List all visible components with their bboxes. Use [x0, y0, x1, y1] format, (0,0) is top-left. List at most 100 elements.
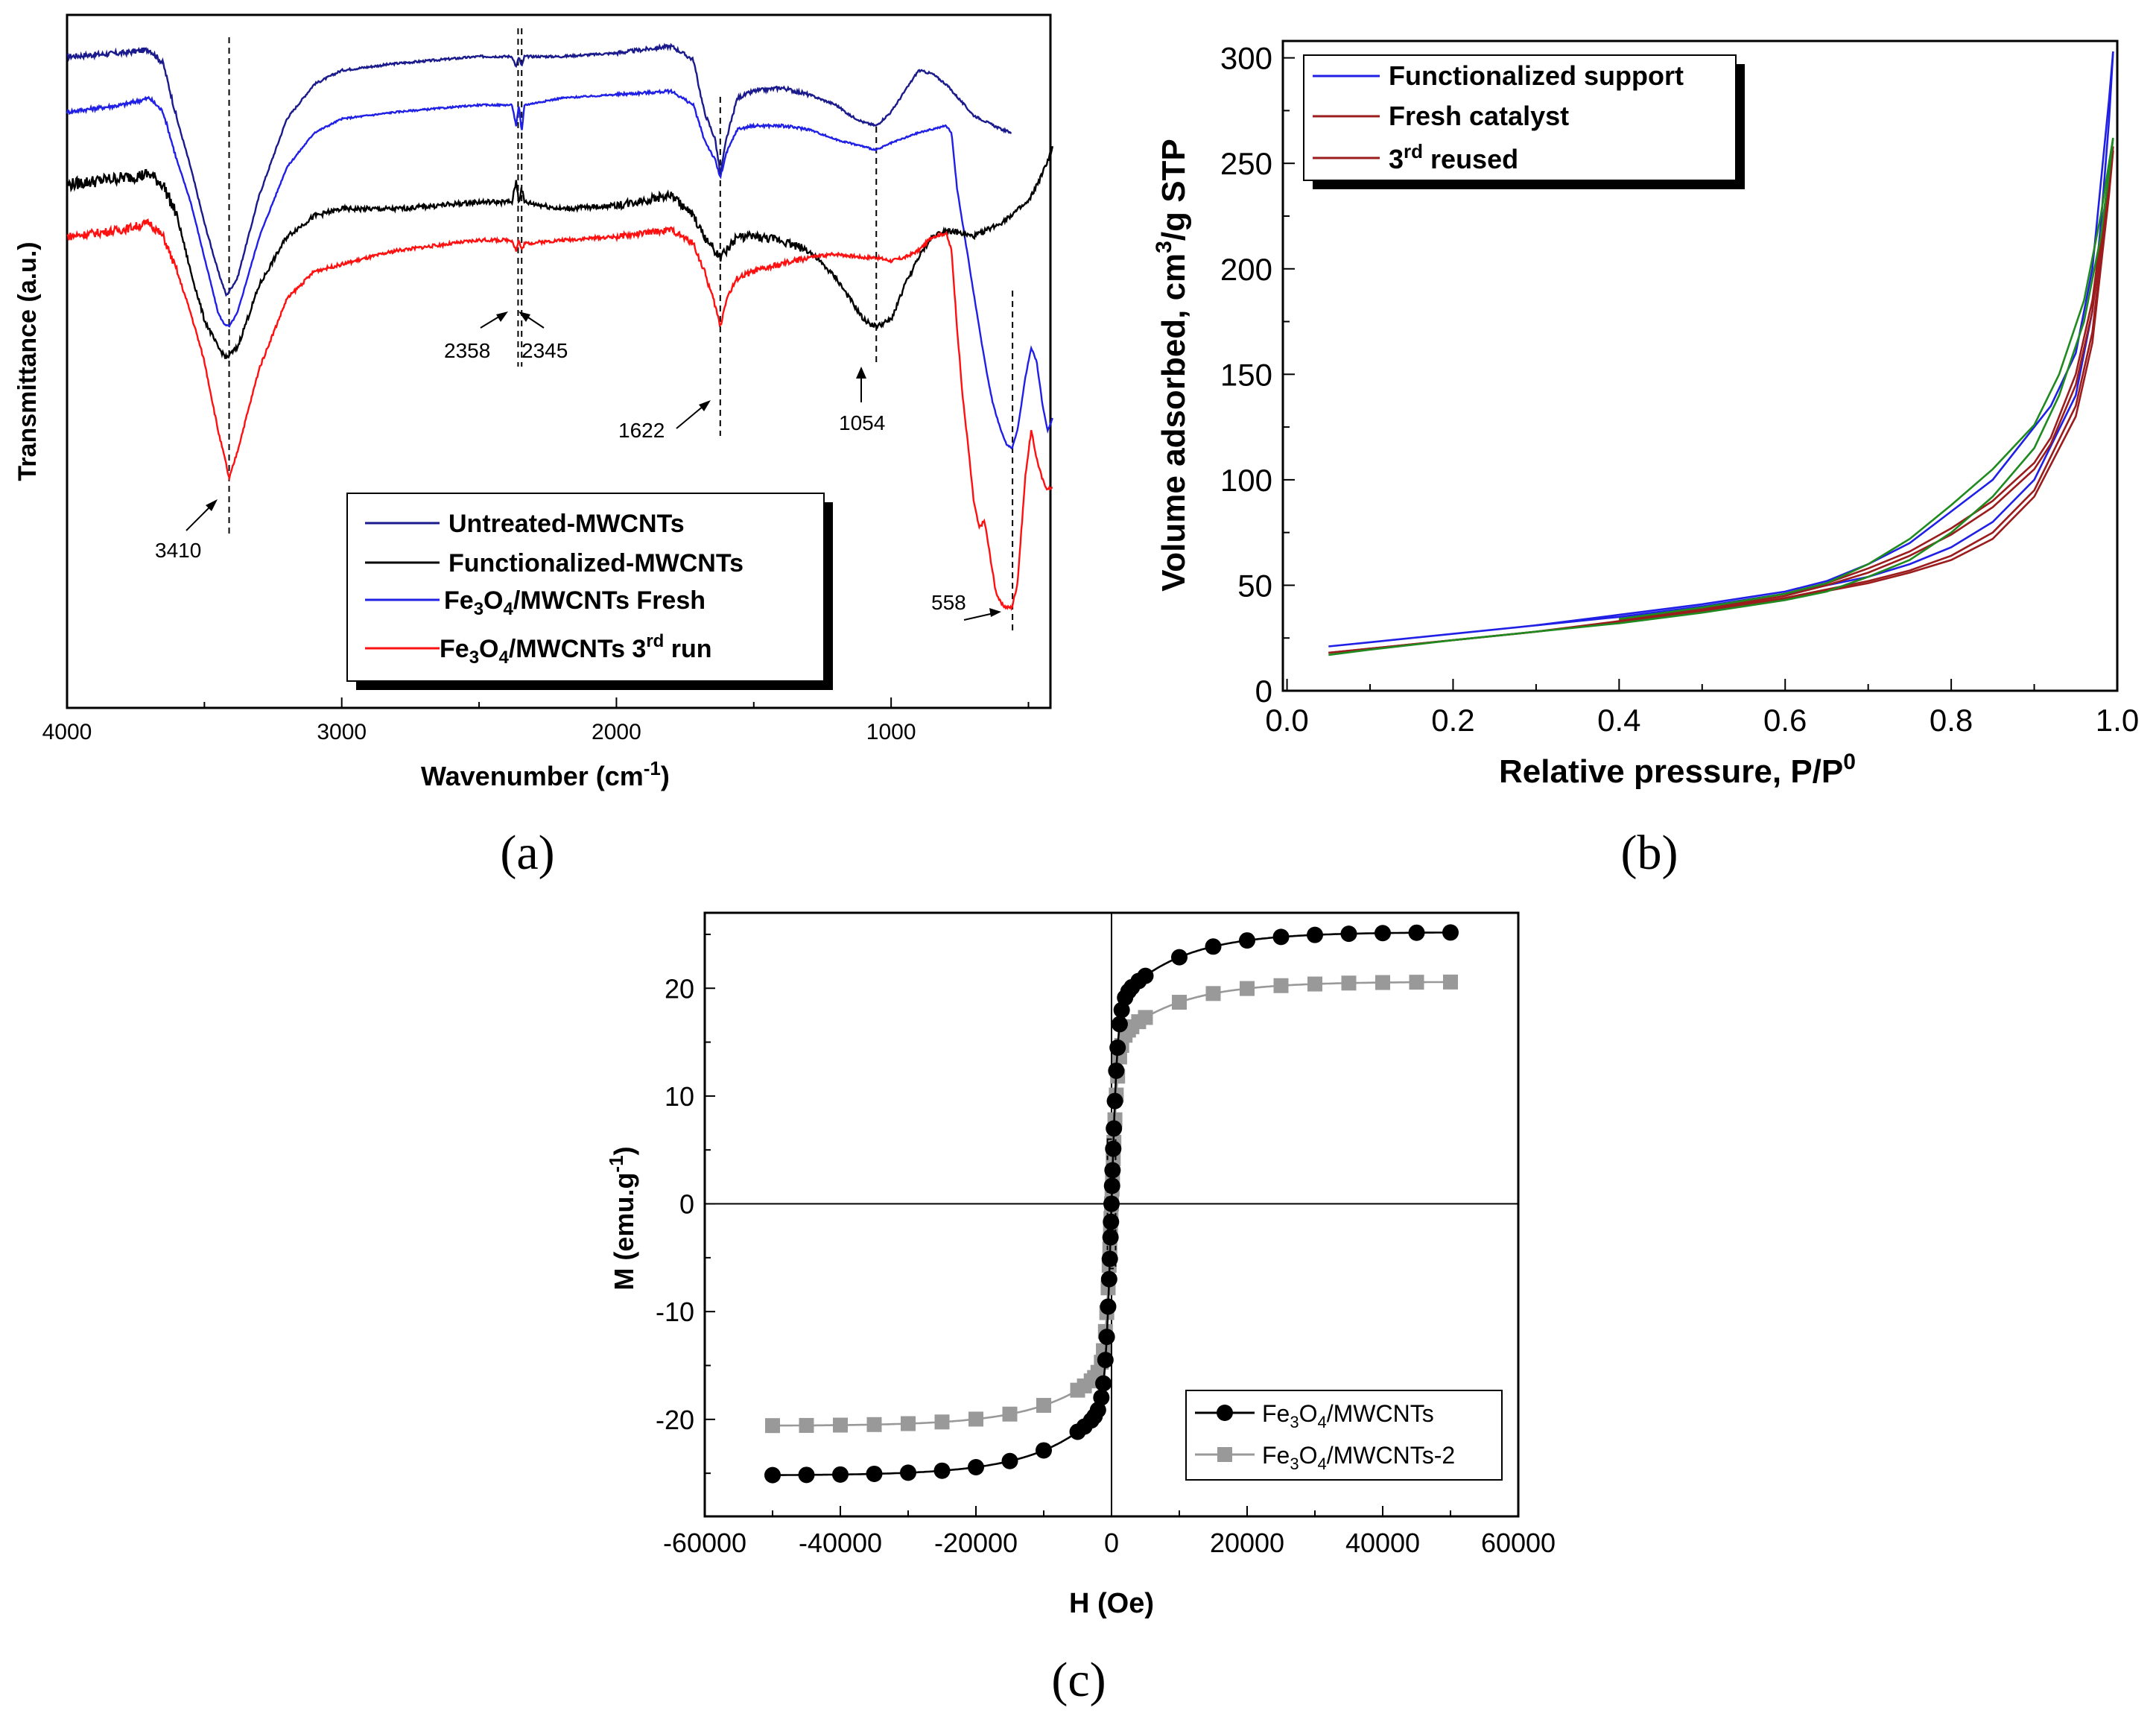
annotation-label: 1622	[618, 419, 665, 442]
panel-a-x-ticks: 4000 3000 2000 1000	[42, 697, 1030, 744]
point-fe3o4-mwcnts	[1106, 1092, 1123, 1110]
y-tick-label: 20	[665, 973, 694, 1004]
panel-b-plot-frame	[1281, 39, 2119, 692]
point-fe3o4-mwcnts	[1093, 1389, 1110, 1406]
point-fe3o4-mwcnts	[1307, 926, 1323, 943]
panel-c-hysteresis-chart: -60000 -40000 -20000 0 20000 40000 60000 -20 -10…	[605, 911, 1556, 1707]
point-fe3o4-mwcnts	[900, 1464, 916, 1481]
panel-b-x-axis-label: Relative pressure, P/P0	[1499, 750, 1856, 790]
point-fe3o4-mwcnts-2	[934, 1414, 950, 1430]
x-tick-label: -60000	[663, 1528, 746, 1558]
panel-b-legend: Functionalized support Fresh catalyst 3r…	[1303, 54, 1745, 189]
x-tick-label: 1.0	[2096, 703, 2139, 738]
isotherm-3rd-reused-adsorption	[1328, 151, 2114, 654]
point-fe3o4-mwcnts	[1106, 1120, 1123, 1137]
point-fe3o4-mwcnts-2	[1002, 1406, 1018, 1422]
y-tick-label: 0	[1255, 674, 1272, 709]
point-fe3o4-mwcnts-2	[1443, 974, 1458, 990]
point-fe3o4-mwcnts-2	[1240, 981, 1255, 996]
point-fe3o4-mwcnts	[1340, 925, 1357, 943]
isotherm-green-adsorption	[1328, 138, 2114, 656]
point-fe3o4-mwcnts	[1108, 1062, 1125, 1079]
panel-a-legend: Untreated-MWCNTs Functionalized-MWCNTs F…	[346, 493, 833, 690]
y-tick-label: 50	[1237, 568, 1272, 603]
legend-fe3o4-mwcnts: Fe3O4/MWCNTs	[1262, 1400, 1434, 1431]
point-fe3o4-mwcnts-2	[901, 1416, 916, 1431]
point-fe3o4-mwcnts	[1111, 1016, 1128, 1033]
point-fe3o4-mwcnts	[1105, 1140, 1122, 1157]
point-fe3o4-mwcnts	[1095, 1375, 1112, 1392]
point-fe3o4-mwcnts	[1036, 1442, 1052, 1459]
x-tick-label: 2000	[592, 720, 641, 744]
legend-untreated: Untreated-MWCNTs	[448, 510, 685, 538]
panel-b-series	[1328, 51, 2114, 656]
y-tick-label: 200	[1220, 252, 1272, 287]
isotherm-fresh-catalyst-desorption	[1619, 146, 2114, 620]
panel-c-x-axis-label: H (Oe)	[1069, 1588, 1154, 1619]
panel-c-ticks: -60000 -40000 -20000 0 20000 40000 60000 -20 -10…	[656, 913, 1556, 1558]
y-tick-label: 300	[1220, 41, 1272, 76]
annotation-558: 558	[931, 591, 1001, 621]
point-fe3o4-mwcnts	[1109, 1039, 1126, 1056]
point-fe3o4-mwcnts	[1104, 1162, 1121, 1179]
panel-c-y-axis-label: M (emu.g-1)	[605, 1146, 639, 1290]
y-tick-label: 150	[1220, 357, 1272, 392]
x-tick-label: 3000	[317, 720, 367, 744]
panel-a-ftir-chart: 4000 3000 2000 1000 3410 2358 2345 1622 10	[13, 13, 1054, 880]
point-fe3o4-mwcnts	[1103, 1213, 1120, 1230]
point-fe3o4-mwcnts-2	[1273, 978, 1289, 993]
point-fe3o4-mwcnts	[832, 1466, 849, 1483]
point-fe3o4-mwcnts-2	[1409, 975, 1424, 990]
point-fe3o4-mwcnts	[1375, 925, 1391, 942]
x-tick-label: 0.6	[1763, 703, 1807, 738]
x-tick-label: 0.2	[1431, 703, 1474, 738]
point-fe3o4-mwcnts	[798, 1466, 815, 1484]
point-fe3o4-mwcnts	[1239, 932, 1255, 949]
point-fe3o4-mwcnts	[1103, 1195, 1120, 1212]
series-fe3o4-mwcnts-3rd-run	[66, 218, 1053, 611]
panel-c-legend: Fe3O4/MWCNTs Fe3O4/MWCNTs-2	[1185, 1390, 1503, 1481]
y-tick-label: -10	[656, 1297, 694, 1327]
y-tick-label: 250	[1220, 146, 1272, 181]
x-tick-label: 4000	[42, 720, 92, 744]
point-fe3o4-mwcnts	[1205, 938, 1222, 955]
legend-functionalized-support: Functionalized support	[1389, 60, 1684, 91]
legend-3rd-run: Fe3O4/MWCNTs 3rd run	[440, 631, 712, 668]
point-fe3o4-mwcnts	[1089, 1402, 1106, 1419]
point-fe3o4-mwcnts	[1101, 1250, 1118, 1267]
point-fe3o4-mwcnts	[1100, 1298, 1117, 1315]
point-fe3o4-mwcnts	[1103, 1177, 1120, 1194]
point-fe3o4-mwcnts-2	[1341, 975, 1357, 991]
x-tick-label: 0.8	[1930, 703, 1973, 738]
isotherm-green-desorption	[1619, 137, 2114, 620]
panel-b-ticks: 0.0 0.2 0.4 0.6 0.8 1.0 0 50 100 150 200 250 300	[1220, 41, 2139, 738]
series-functionalized-mwcnts	[66, 145, 1054, 360]
isotherm-3rd-reused-desorption	[1619, 151, 2114, 621]
point-fe3o4-mwcnts	[1097, 1352, 1114, 1369]
y-tick-label: -20	[656, 1405, 694, 1435]
x-tick-label: 0	[1104, 1528, 1119, 1558]
y-tick-label: 100	[1220, 463, 1272, 498]
point-fe3o4-mwcnts	[968, 1458, 984, 1475]
annotation-label: 3410	[155, 539, 201, 562]
point-fe3o4-mwcnts	[1408, 924, 1425, 941]
point-fe3o4-mwcnts-2	[1205, 986, 1221, 1001]
legend-functionalized: Functionalized-MWCNTs	[448, 549, 743, 577]
point-fe3o4-mwcnts	[1001, 1452, 1018, 1469]
point-fe3o4-mwcnts-2	[866, 1417, 882, 1432]
x-tick-label: 40000	[1345, 1528, 1420, 1558]
point-fe3o4-mwcnts	[1171, 949, 1188, 966]
point-fe3o4-mwcnts-2	[1172, 995, 1187, 1010]
isotherm-functionalized-support-desorption	[1535, 51, 2114, 627]
annotation-label: 558	[931, 591, 966, 614]
x-tick-label: -20000	[934, 1528, 1018, 1558]
panel-b-label: (b)	[1621, 826, 1678, 880]
point-fe3o4-mwcnts	[933, 1462, 951, 1479]
x-tick-label: -40000	[799, 1528, 882, 1558]
x-tick-label: 0.0	[1265, 703, 1308, 738]
point-fe3o4-mwcnts	[1137, 967, 1154, 984]
point-fe3o4-mwcnts-2	[799, 1417, 814, 1433]
point-fe3o4-mwcnts-2	[1138, 1010, 1153, 1025]
point-fe3o4-mwcnts	[764, 1466, 781, 1484]
